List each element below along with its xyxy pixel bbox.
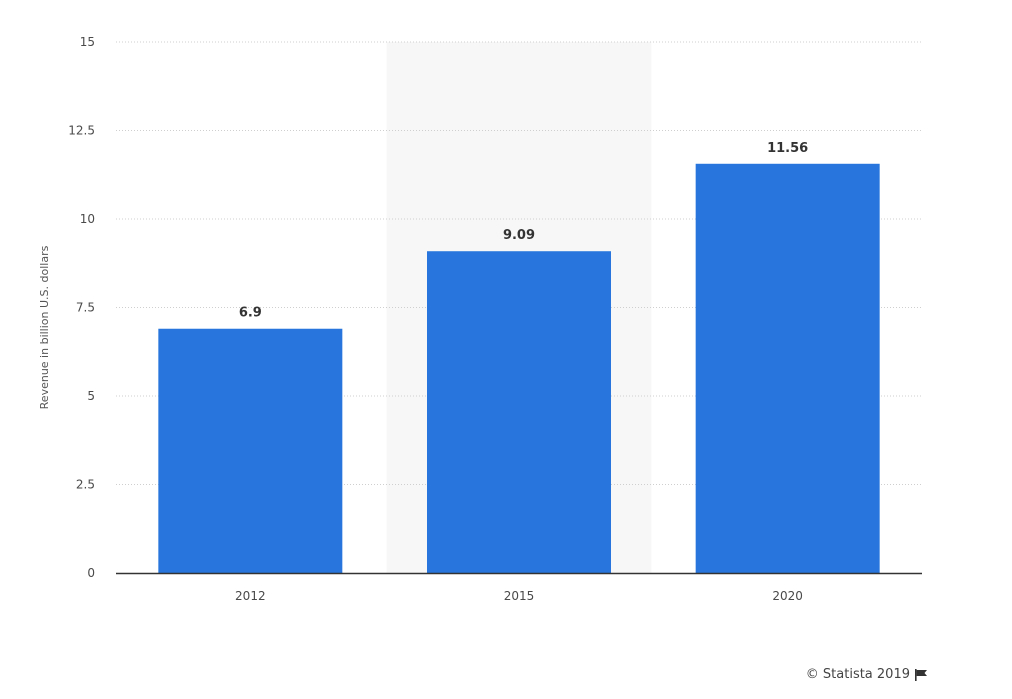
- x-axis-ticks: 2012 2015 2020: [235, 589, 803, 603]
- statista-credit[interactable]: © Statista 2019: [806, 667, 928, 682]
- y-tick-label: 15: [80, 35, 95, 49]
- y-tick-label: 12.5: [68, 124, 95, 138]
- y-axis-title: Revenue in billion U.S. dollars: [38, 245, 51, 409]
- y-tick-label: 10: [80, 212, 95, 226]
- y-tick-label: 2.5: [76, 478, 95, 492]
- x-tick-label-2015: 2015: [504, 589, 535, 603]
- bar-2020[interactable]: [695, 163, 880, 573]
- bar-2015[interactable]: [427, 251, 611, 574]
- data-label-2012: 6.9: [239, 306, 262, 321]
- data-label-2020: 11.56: [767, 141, 808, 156]
- data-label-2015: 9.09: [503, 228, 535, 243]
- y-tick-label: 0: [87, 566, 95, 580]
- y-tick-label: 5: [87, 389, 95, 403]
- bars: [158, 163, 880, 574]
- x-tick-label-2012: 2012: [235, 589, 266, 603]
- flag-icon: [915, 668, 927, 681]
- x-tick-label-2020: 2020: [772, 589, 803, 603]
- bar-2012[interactable]: [158, 328, 343, 573]
- credit-text: © Statista 2019: [805, 667, 910, 682]
- data-labels: 6.9 9.09 11.56: [239, 141, 808, 321]
- y-axis-ticks: 0 2.5 5 7.5 10 12.5 15: [68, 35, 95, 580]
- y-tick-label: 7.5: [76, 301, 95, 315]
